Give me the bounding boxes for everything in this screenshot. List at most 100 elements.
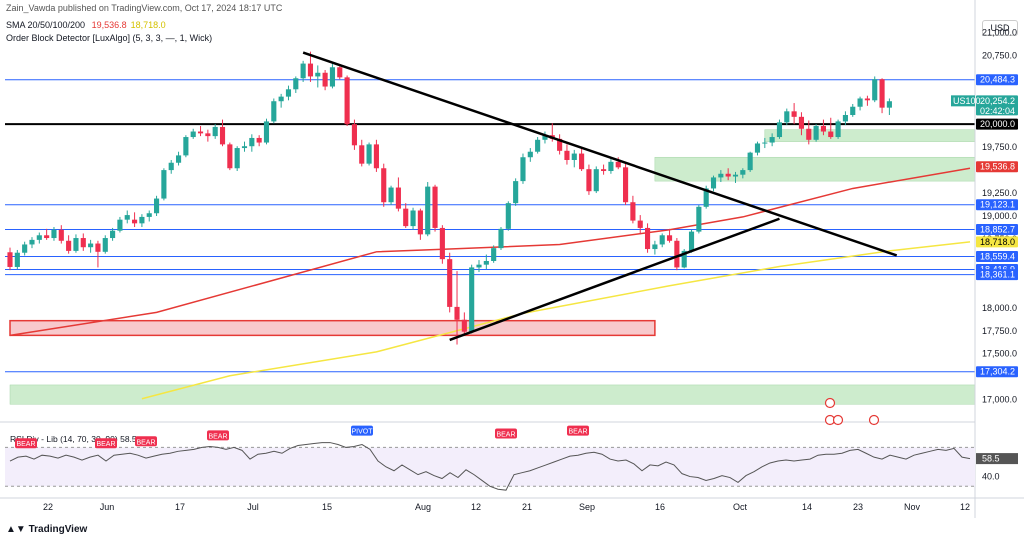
candle-body[interactable] <box>344 77 350 125</box>
candle-body[interactable] <box>718 173 724 178</box>
candle-body[interactable] <box>146 213 152 217</box>
candle-body[interactable] <box>351 124 357 146</box>
candle-body[interactable] <box>842 115 848 122</box>
sma-legend[interactable]: SMA 20/50/100/200 19,536.8 18,718.0 <box>6 20 166 30</box>
candle-body[interactable] <box>542 135 548 140</box>
candle-body[interactable] <box>227 144 233 169</box>
rsi-marker-bear[interactable] <box>135 436 157 447</box>
candle-body[interactable] <box>864 98 870 101</box>
candle-body[interactable] <box>337 67 343 78</box>
candle-body[interactable] <box>219 126 226 145</box>
candle-body[interactable] <box>36 235 42 240</box>
candle-body[interactable] <box>293 78 299 90</box>
rsi-legend[interactable]: RSI Div - Lib (14, 70, 30, 90) 58.5 <box>10 434 137 444</box>
candle-body[interactable] <box>879 79 885 108</box>
candle-body[interactable] <box>22 244 28 253</box>
candle-body[interactable] <box>454 306 460 320</box>
candle-body[interactable] <box>791 111 797 117</box>
candle-body[interactable] <box>388 187 394 203</box>
candle-body[interactable] <box>234 148 240 169</box>
candle-body[interactable] <box>498 228 504 249</box>
candle-body[interactable] <box>212 126 218 137</box>
candle-body[interactable] <box>579 153 585 170</box>
candle-body[interactable] <box>73 238 79 251</box>
candle-body[interactable] <box>762 142 768 144</box>
candle-body[interactable] <box>623 167 629 203</box>
candle-body[interactable] <box>483 260 489 265</box>
candle-body[interactable] <box>776 122 783 138</box>
candle-body[interactable] <box>80 238 86 248</box>
candle-body[interactable] <box>806 128 812 140</box>
candle-body[interactable] <box>197 131 204 134</box>
candle-body[interactable] <box>740 170 746 175</box>
candle-body[interactable] <box>190 131 196 138</box>
candle-body[interactable] <box>557 138 563 151</box>
candle-body[interactable] <box>747 152 753 171</box>
candle-body[interactable] <box>175 155 182 163</box>
candle-body[interactable] <box>183 137 189 156</box>
candle-body[interactable] <box>51 229 57 239</box>
candle-body[interactable] <box>359 145 365 164</box>
candle-body[interactable] <box>710 177 717 189</box>
candle-body[interactable] <box>586 169 592 192</box>
candle-body[interactable] <box>14 252 20 267</box>
candle-body[interactable] <box>666 235 673 241</box>
rsi-marker-bear[interactable] <box>15 438 37 449</box>
candle-body[interactable] <box>315 72 321 77</box>
candle-body[interactable] <box>161 170 167 199</box>
candle-body[interactable] <box>476 264 482 268</box>
rsi-marker-bear[interactable] <box>567 425 589 436</box>
candle-body[interactable] <box>285 89 292 97</box>
candle-body[interactable] <box>615 161 621 168</box>
candle-body[interactable] <box>469 267 475 332</box>
candle-body[interactable] <box>373 144 379 169</box>
candle-body[interactable] <box>168 162 174 171</box>
candle-body[interactable] <box>828 131 834 138</box>
candle-body[interactable] <box>241 146 248 149</box>
candle-body[interactable] <box>535 139 541 152</box>
candle-body[interactable] <box>696 206 702 232</box>
trendline[interactable] <box>302 51 898 257</box>
candle-body[interactable] <box>66 240 72 251</box>
candle-body[interactable] <box>601 169 607 172</box>
candle-body[interactable] <box>593 169 599 192</box>
candle-body[interactable] <box>571 153 577 160</box>
candle-body[interactable] <box>703 188 709 207</box>
candle-body[interactable] <box>820 126 826 132</box>
candle-body[interactable] <box>102 238 108 252</box>
candle-body[interactable] <box>44 235 50 239</box>
rsi-pane[interactable]: 60.040.058.5BEARBEARBEARBEARPIVOTBEARBEA… <box>0 421 1018 491</box>
candle-body[interactable] <box>110 230 116 239</box>
economic-event-icon[interactable] <box>868 414 880 426</box>
candle-body[interactable] <box>58 229 64 241</box>
candle-body[interactable] <box>527 151 533 158</box>
candle-body[interactable] <box>366 144 372 164</box>
trendlines-layer[interactable] <box>302 51 898 342</box>
candle-body[interactable] <box>154 198 160 214</box>
candle-body[interactable] <box>425 186 431 235</box>
candle-body[interactable] <box>88 243 94 248</box>
candle-body[interactable] <box>300 63 306 79</box>
candle-body[interactable] <box>29 239 35 245</box>
candle-body[interactable] <box>681 250 687 268</box>
candle-body[interactable] <box>813 126 819 140</box>
candle-body[interactable] <box>410 210 416 227</box>
candle-body[interactable] <box>271 101 277 122</box>
candle-body[interactable] <box>637 220 643 228</box>
candle-body[interactable] <box>850 106 856 115</box>
economic-event-icon[interactable] <box>824 397 836 409</box>
candle-body[interactable] <box>278 96 284 102</box>
candle-body[interactable] <box>784 111 790 123</box>
candle-body[interactable] <box>769 137 775 143</box>
candle-body[interactable] <box>432 186 438 228</box>
candle-body[interactable] <box>608 161 614 172</box>
candle-body[interactable] <box>132 219 138 224</box>
candle-body[interactable] <box>732 174 739 177</box>
candle-body[interactable] <box>835 121 841 138</box>
candle-body[interactable] <box>674 240 680 268</box>
candle-body[interactable] <box>249 137 255 147</box>
candle-body[interactable] <box>630 202 636 221</box>
candle-body[interactable] <box>117 219 123 231</box>
time-axis[interactable]: 22 Jun 17 Jul 15 Aug 12 21 Sep 16 Oct 14 23 Nov 12 <box>0 497 1024 512</box>
candle-body[interactable] <box>688 231 695 251</box>
